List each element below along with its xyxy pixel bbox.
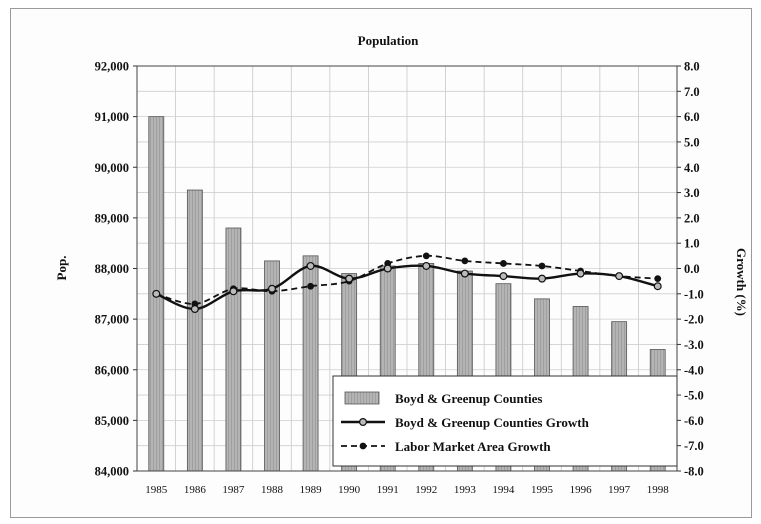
boyd-greenup-growth-point-1994 [499, 272, 508, 281]
labor-market-growth-point-1992 [422, 252, 430, 260]
x-tick-label: 1988 [261, 484, 284, 496]
y2-tick-label: -6.0 [684, 414, 704, 428]
y2-tick-label: 8.0 [684, 60, 700, 74]
y-tick-label: 87,000 [95, 313, 129, 327]
x-tick-label: 1987 [222, 484, 245, 496]
labor-market-growth-point-1989 [307, 282, 314, 290]
x-tick-label: 1986 [184, 484, 207, 496]
boyd-greenup-growth-point-1990 [345, 274, 354, 283]
boyd-greenup-growth-point-1998 [653, 282, 662, 291]
y2-tick-label: -5.0 [684, 389, 704, 403]
labor-market-growth-point-1994 [500, 260, 507, 267]
x-tick-label: 1993 [454, 484, 477, 496]
y2-tick-label: -1.0 [684, 287, 704, 301]
bar-1986 [186, 189, 203, 472]
boyd-greenup-growth-point-1995 [537, 274, 546, 283]
boyd-greenup-growth-point-1996 [576, 269, 585, 278]
y-tick-label: 91,000 [95, 110, 129, 124]
y-tick-label: 90,000 [95, 161, 129, 175]
y-tick-label: 88,000 [95, 262, 129, 276]
boyd-greenup-growth-point-1987 [229, 287, 238, 296]
y2-tick-label: 7.0 [684, 85, 700, 99]
x-tick-label: 1990 [338, 484, 361, 496]
y2-tick-label: 5.0 [684, 135, 700, 149]
x-tick-label: 1994 [492, 484, 515, 496]
legend-label: Boyd & Greenup Counties [395, 391, 542, 406]
boyd-greenup-growth-point-1992 [422, 261, 431, 270]
y-tick-label: 89,000 [95, 211, 129, 225]
bar-1987 [225, 227, 242, 472]
y2-tick-label: 1.0 [684, 237, 700, 251]
y2-tick-label: -3.0 [684, 338, 704, 352]
labor-market-growth-point-1995 [538, 262, 546, 270]
x-tick-label: 1997 [608, 484, 631, 496]
y2-tick-label: 2.0 [684, 211, 700, 225]
labor-market-growth-point-1998 [654, 275, 662, 283]
x-tick-label: 1985 [145, 484, 168, 496]
x-tick-label: 1992 [415, 484, 437, 496]
y2-tick-label: 3.0 [684, 186, 700, 200]
y-axis-label: Pop. [54, 256, 69, 281]
y-tick-label: 92,000 [95, 60, 129, 74]
boyd-greenup-growth-point-1989 [306, 261, 315, 270]
y2-tick-label: 4.0 [684, 161, 700, 175]
y2-axis-label: Growth (%) [734, 248, 749, 316]
y-tick-label: 86,000 [95, 363, 129, 377]
x-tick-label: 1989 [300, 484, 323, 496]
y2-tick-label: 0.0 [684, 262, 700, 276]
boyd-greenup-growth-point-1986 [190, 305, 199, 314]
y2-tick-label: -2.0 [684, 313, 704, 327]
legend-label: Labor Market Area Growth [395, 439, 551, 454]
x-tick-label: 1996 [570, 484, 593, 496]
y2-tick-label: -8.0 [684, 465, 704, 479]
boyd-greenup-growth-point-1991 [383, 264, 392, 273]
y2-tick-label: -4.0 [684, 363, 704, 377]
labor-market-growth-point-1993 [461, 257, 469, 265]
legend-box [332, 375, 678, 467]
chart-title: Population [358, 33, 419, 48]
boyd-greenup-growth-point-1993 [460, 269, 469, 278]
boyd-greenup-growth-point-1997 [615, 272, 624, 281]
legend-swatch-growth-marker [359, 418, 368, 427]
y2-tick-label: 6.0 [684, 110, 700, 124]
boyd-greenup-growth-point-1988 [268, 284, 277, 293]
x-tick-label: 1991 [377, 484, 399, 496]
line-series [152, 252, 662, 314]
x-tick-label: 1998 [647, 484, 670, 496]
legend-swatch-labor-marker [359, 442, 367, 450]
legend-swatch-bars [344, 391, 380, 405]
y-tick-label: 84,000 [95, 465, 129, 479]
boyd-greenup-growth-point-1985 [152, 289, 161, 298]
y-tick-label: 85,000 [95, 414, 129, 428]
legend-label: Boyd & Greenup Counties Growth [395, 415, 590, 430]
legend: Boyd & Greenup Counties Boyd & Greenup Co… [332, 375, 678, 467]
axes: 84,000 85,000 86,000 87,000 88,000 89,000 90,0… [95, 60, 704, 497]
y2-tick-label: -7.0 [684, 439, 704, 453]
x-tick-label: 1995 [531, 484, 554, 496]
